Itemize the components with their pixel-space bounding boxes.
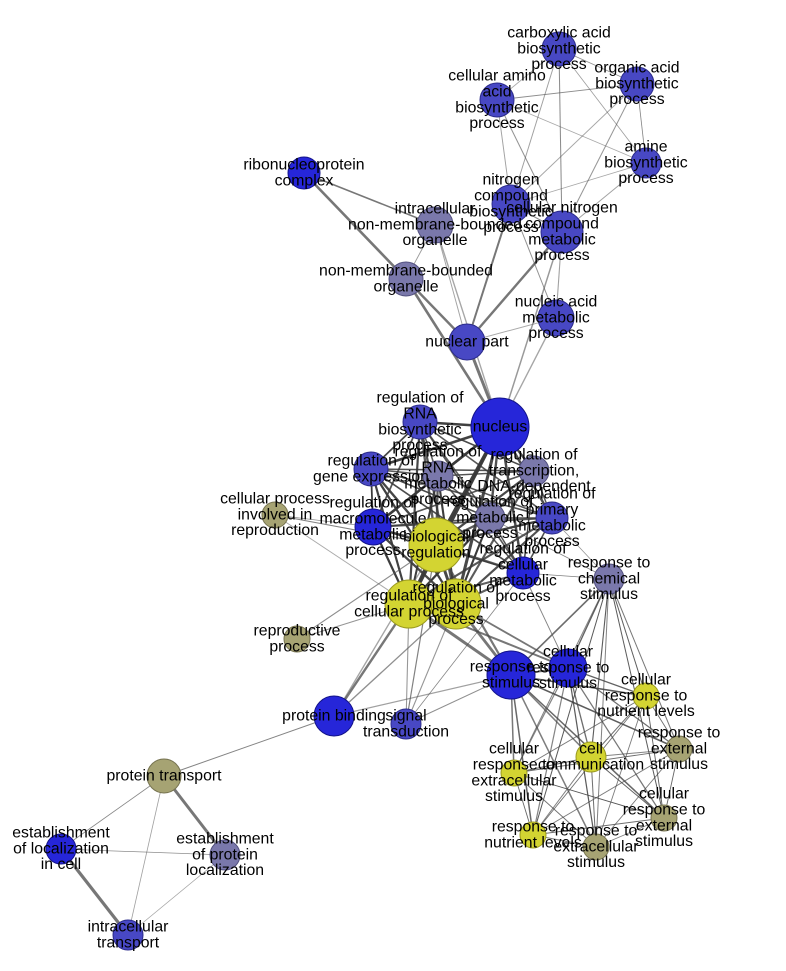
svg-text:stimulus: stimulus xyxy=(482,674,540,691)
svg-text:nitrogen: nitrogen xyxy=(482,172,539,189)
svg-text:cellular nitrogen: cellular nitrogen xyxy=(506,200,618,217)
svg-text:response to: response to xyxy=(473,757,556,774)
svg-text:extracellular: extracellular xyxy=(471,772,556,789)
svg-text:metabolic: metabolic xyxy=(339,526,407,543)
svg-text:regulation of: regulation of xyxy=(491,447,579,464)
svg-text:regulation of: regulation of xyxy=(480,541,568,558)
svg-text:process: process xyxy=(528,325,583,342)
svg-text:nutrient levels: nutrient levels xyxy=(597,703,695,720)
svg-text:stimulus: stimulus xyxy=(485,788,543,805)
svg-text:response to: response to xyxy=(623,802,706,819)
svg-text:cellular: cellular xyxy=(639,786,689,803)
svg-text:regulation of: regulation of xyxy=(366,588,454,605)
svg-text:response to: response to xyxy=(527,659,610,676)
svg-text:metabolic: metabolic xyxy=(528,231,596,248)
svg-text:involved in: involved in xyxy=(238,506,313,523)
svg-text:complex: complex xyxy=(275,172,334,189)
svg-text:extracellular: extracellular xyxy=(553,838,638,855)
svg-text:regulation of: regulation of xyxy=(395,444,483,461)
svg-text:biological: biological xyxy=(403,529,469,546)
svg-text:macromolecule: macromolecule xyxy=(319,511,426,528)
svg-text:regulation: regulation xyxy=(401,544,470,561)
svg-text:response to: response to xyxy=(605,687,688,704)
svg-text:regulation of: regulation of xyxy=(447,494,535,511)
svg-text:protein binding: protein binding xyxy=(282,707,386,724)
svg-text:biosynthetic: biosynthetic xyxy=(604,154,688,171)
svg-text:reproduction: reproduction xyxy=(231,522,319,539)
svg-text:stimulus: stimulus xyxy=(539,675,597,692)
svg-text:protein transport: protein transport xyxy=(106,767,222,784)
svg-text:intracellular: intracellular xyxy=(88,919,169,936)
svg-text:stimulus: stimulus xyxy=(635,833,693,850)
svg-text:process: process xyxy=(495,588,550,605)
svg-text:stimulus: stimulus xyxy=(580,586,638,603)
svg-text:process: process xyxy=(469,115,524,132)
svg-text:intracellular: intracellular xyxy=(395,201,476,218)
svg-text:cellular: cellular xyxy=(543,644,593,661)
svg-text:reproductive: reproductive xyxy=(254,623,341,640)
svg-text:non-membrane-bounded: non-membrane-bounded xyxy=(348,216,522,233)
svg-text:compound: compound xyxy=(525,216,599,233)
svg-text:cellular process: cellular process xyxy=(220,491,330,508)
svg-text:response to: response to xyxy=(555,823,638,840)
svg-text:process: process xyxy=(462,525,517,542)
svg-text:RNA: RNA xyxy=(421,460,455,477)
svg-text:of protein: of protein xyxy=(192,846,258,863)
svg-text:metabolic: metabolic xyxy=(456,509,524,526)
svg-text:metabolic: metabolic xyxy=(522,309,590,326)
svg-text:process: process xyxy=(269,638,324,655)
svg-text:nuclear part: nuclear part xyxy=(425,333,509,350)
svg-text:transcription,: transcription, xyxy=(489,462,579,479)
svg-text:regulation of: regulation of xyxy=(377,390,465,407)
svg-text:cellular: cellular xyxy=(498,557,548,574)
svg-text:external: external xyxy=(636,817,692,834)
svg-text:biosynthetic: biosynthetic xyxy=(595,75,679,92)
svg-text:acid: acid xyxy=(483,84,512,101)
svg-text:process: process xyxy=(609,91,664,108)
svg-text:metabolic: metabolic xyxy=(404,475,472,492)
svg-text:amine: amine xyxy=(624,139,667,156)
svg-text:localization: localization xyxy=(186,862,264,879)
svg-text:non-membrane-bounded: non-membrane-bounded xyxy=(319,263,493,280)
svg-text:ribonucleoprotein: ribonucleoprotein xyxy=(243,157,364,174)
svg-text:RNA: RNA xyxy=(403,406,437,423)
svg-text:metabolic: metabolic xyxy=(518,517,586,534)
svg-text:biosynthetic: biosynthetic xyxy=(378,421,462,438)
svg-text:process: process xyxy=(345,542,400,559)
svg-text:nucleus: nucleus xyxy=(473,418,528,435)
svg-text:of localization: of localization xyxy=(13,840,109,857)
svg-text:biosynthetic: biosynthetic xyxy=(455,99,539,116)
svg-text:establishment: establishment xyxy=(176,831,274,848)
svg-text:stimulus: stimulus xyxy=(650,756,708,773)
svg-text:stimulus: stimulus xyxy=(567,854,625,871)
svg-text:organelle: organelle xyxy=(403,232,468,249)
svg-text:process: process xyxy=(618,170,673,187)
svg-text:in cell: in cell xyxy=(41,856,81,873)
svg-text:response to: response to xyxy=(638,725,721,742)
svg-text:regulation of: regulation of xyxy=(330,495,418,512)
svg-text:carboxylic acid: carboxylic acid xyxy=(507,25,611,42)
svg-text:transport: transport xyxy=(97,934,160,951)
svg-text:organelle: organelle xyxy=(374,278,439,295)
svg-text:transduction: transduction xyxy=(363,723,449,740)
svg-text:nucleic acid: nucleic acid xyxy=(515,294,598,311)
svg-text:establishment: establishment xyxy=(12,825,110,842)
svg-text:cellular amino: cellular amino xyxy=(448,68,546,85)
svg-text:cellular process: cellular process xyxy=(354,603,464,620)
svg-text:primary: primary xyxy=(526,502,579,519)
svg-text:response to: response to xyxy=(568,555,651,572)
svg-text:cellular: cellular xyxy=(489,741,539,758)
svg-text:signal: signal xyxy=(385,708,426,725)
svg-text:process: process xyxy=(534,247,589,264)
svg-text:chemical: chemical xyxy=(578,570,640,587)
svg-text:external: external xyxy=(651,740,707,757)
svg-text:organic acid: organic acid xyxy=(594,60,679,77)
svg-text:biosynthetic: biosynthetic xyxy=(517,40,601,57)
svg-text:cell: cell xyxy=(579,741,603,758)
svg-text:cellular: cellular xyxy=(621,672,671,689)
